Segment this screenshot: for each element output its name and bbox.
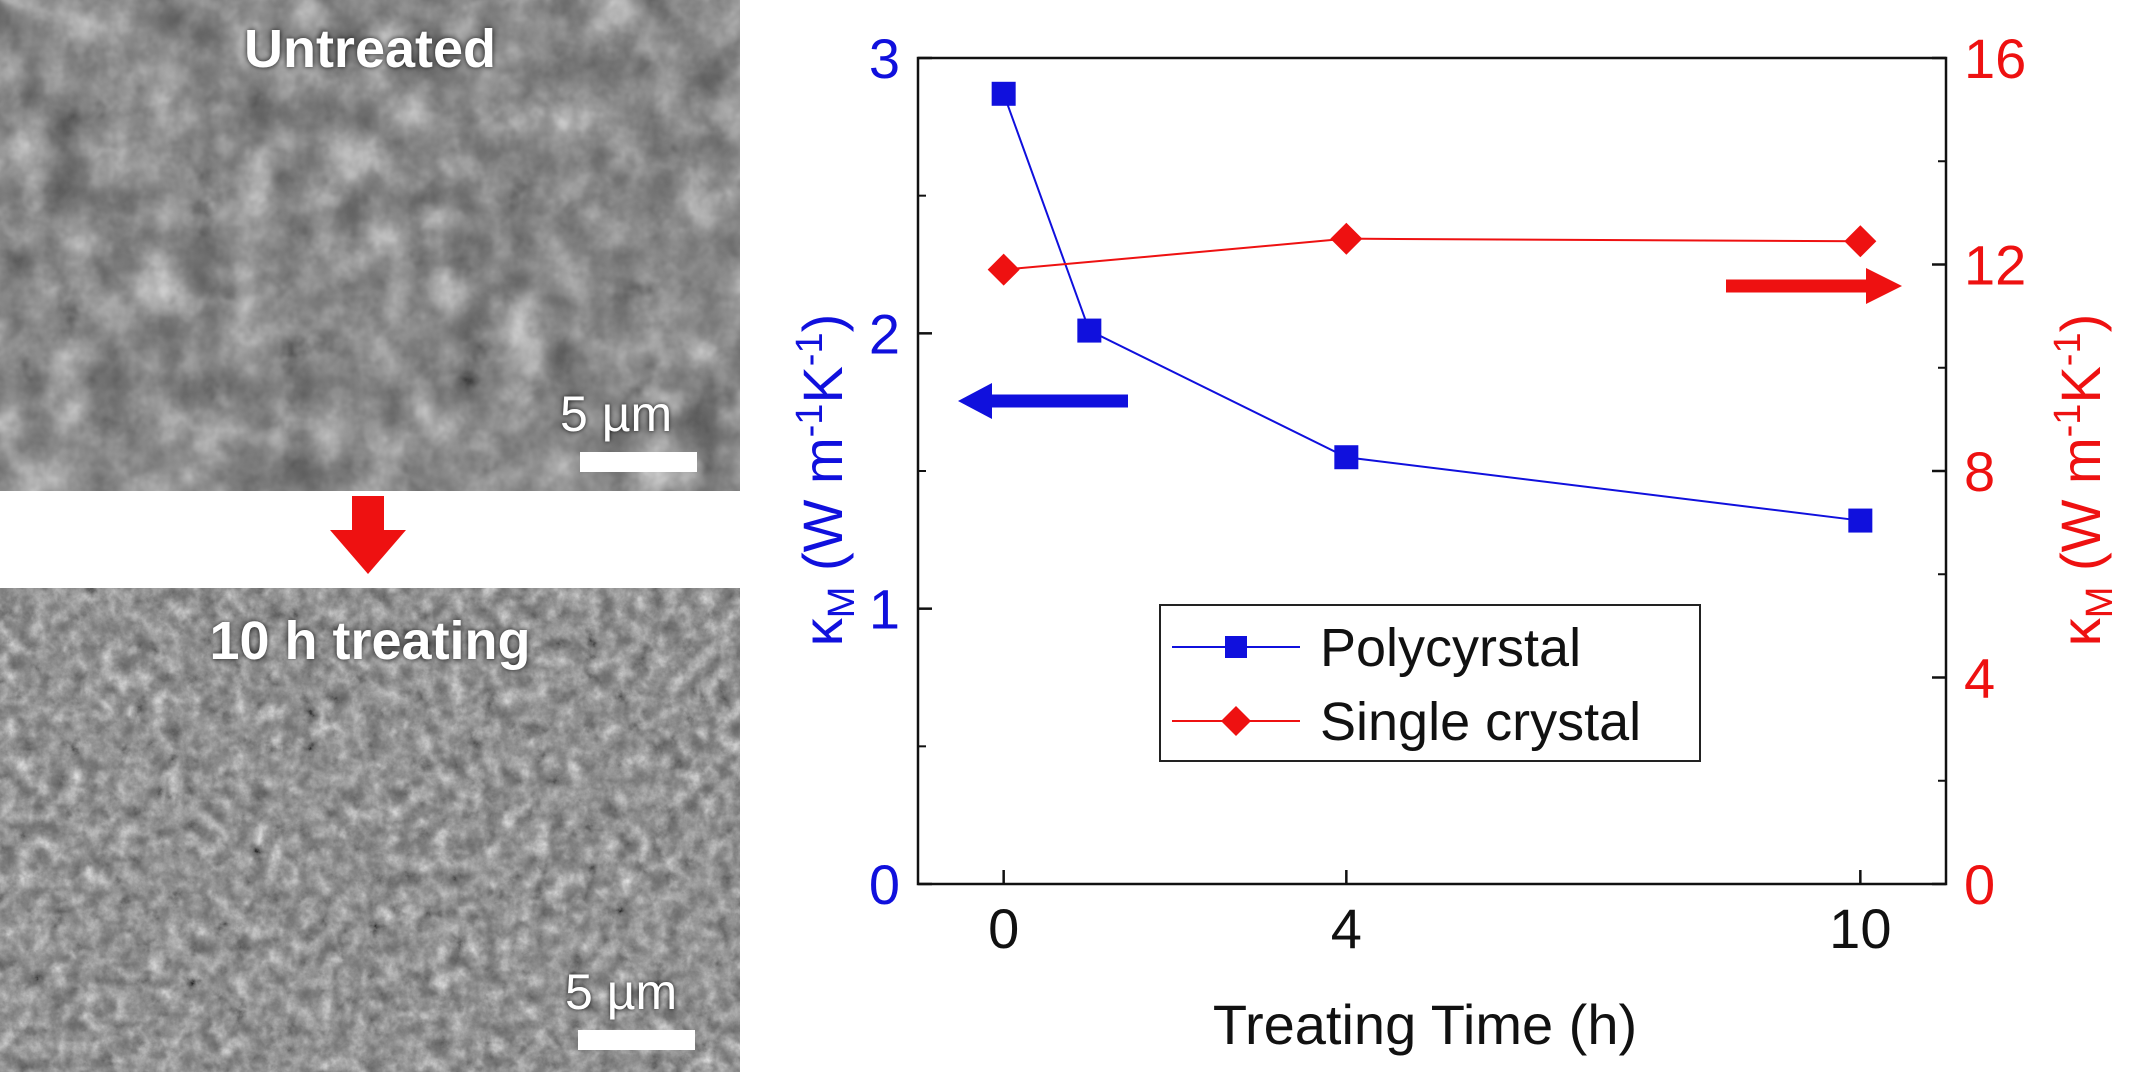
data-point-polycrystal bbox=[1334, 445, 1359, 470]
x-tick-label: 4 bbox=[1331, 897, 1362, 960]
left-axis-arrow bbox=[958, 383, 1128, 419]
series-line-0 bbox=[1002, 93, 1861, 522]
down-arrow-shaft bbox=[352, 496, 384, 532]
down-arrow-head bbox=[330, 530, 406, 574]
right-tick-label: 8 bbox=[1964, 440, 1995, 503]
legend-entry-polycrystal: Polycyrstal bbox=[1172, 618, 1581, 678]
data-point-polycrystal bbox=[991, 81, 1016, 106]
legend: Polycyrstal Single crystal bbox=[1159, 604, 1701, 762]
right-tick-label: 4 bbox=[1964, 647, 1995, 710]
down-arrow bbox=[330, 496, 406, 574]
legend-label-polycrystal: Polycyrstal bbox=[1320, 618, 1581, 678]
series-lines bbox=[1002, 93, 1861, 522]
x-axis-label: Treating Time (h) bbox=[1213, 993, 1637, 1056]
sem-image-treated: 10 h treating 5 µm bbox=[0, 588, 740, 1072]
x-tick-label: 0 bbox=[988, 897, 1019, 960]
left-tick-label: 0 bbox=[869, 853, 900, 916]
left-tick-label: 1 bbox=[869, 578, 900, 641]
treated-label: 10 h treating bbox=[209, 611, 531, 671]
right-axis-ticks: 0 4 8 12 16 bbox=[1932, 27, 2026, 916]
legend-box bbox=[1159, 604, 1701, 762]
left-axis-ticks: 0 1 2 3 bbox=[869, 27, 932, 916]
data-point-polycrystal bbox=[1848, 508, 1873, 533]
data-point-single-crystal bbox=[1330, 222, 1363, 255]
right-axis-label: κM (W m-1K-1) bbox=[2047, 314, 2121, 647]
right-tick-label: 16 bbox=[1964, 27, 2026, 90]
sem-texture-treated bbox=[0, 588, 740, 1072]
series-markers bbox=[987, 81, 1877, 533]
legend-square-marker bbox=[1225, 636, 1247, 658]
right-tick-label: 12 bbox=[1964, 234, 2026, 297]
scale-bar-label-bottom: 5 µm bbox=[565, 964, 678, 1020]
legend-diamond-marker bbox=[1221, 706, 1251, 736]
right-axis-arrow bbox=[1726, 268, 1902, 304]
scale-bar-bottom bbox=[578, 1030, 695, 1050]
scale-bar-top bbox=[580, 452, 697, 472]
series-line-1 bbox=[1003, 237, 1861, 271]
left-axis-label: κM (W m-1K-1) bbox=[789, 314, 863, 647]
untreated-label: Untreated bbox=[243, 19, 497, 79]
data-point-single-crystal bbox=[1844, 225, 1877, 258]
data-point-single-crystal bbox=[987, 253, 1020, 286]
scale-bar-label-top: 5 µm bbox=[560, 386, 673, 442]
x-axis-ticks: 0 4 10 bbox=[988, 870, 1891, 960]
x-tick-label: 10 bbox=[1829, 897, 1891, 960]
data-point-polycrystal bbox=[1077, 318, 1102, 343]
right-tick-label: 0 bbox=[1964, 853, 1995, 916]
left-tick-label: 2 bbox=[869, 302, 900, 365]
sem-image-untreated: Untreated 5 µm bbox=[0, 0, 740, 491]
left-tick-label: 3 bbox=[869, 27, 900, 90]
legend-entry-single-crystal: Single crystal bbox=[1172, 692, 1641, 752]
legend-label-single-crystal: Single crystal bbox=[1320, 692, 1641, 752]
sem-texture-untreated bbox=[0, 0, 740, 491]
